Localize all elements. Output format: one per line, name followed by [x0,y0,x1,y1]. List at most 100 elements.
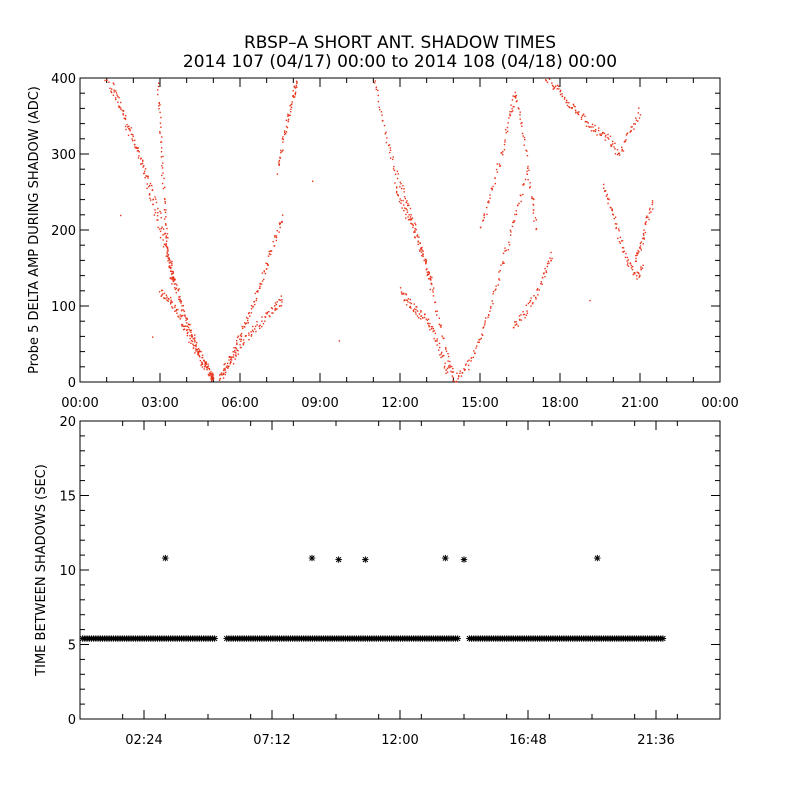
data-point [296,86,298,88]
x-tick-label: 02:24 [125,733,162,748]
data-point [385,131,387,134]
data-point [240,338,243,341]
data-point [172,272,174,274]
data-point [162,234,164,236]
data-point [635,257,637,260]
data-point [199,350,201,353]
data-point [409,207,412,210]
data-point [197,351,200,354]
y-tick-label: 200 [51,224,76,239]
data-point [152,336,154,338]
y-tick-label: 100 [51,300,76,315]
data-point [629,262,632,265]
data-point [210,380,213,382]
data-point [154,211,157,214]
data-point [466,360,469,362]
data-point [513,220,516,222]
data-point [439,354,441,356]
data-point [384,133,386,135]
data-point [279,156,281,159]
data-point [171,260,173,263]
data-point [510,104,512,106]
data-point [275,308,277,311]
data-point [224,363,226,365]
data-point [222,377,225,379]
data-point [416,315,419,317]
data-point [271,307,274,310]
data-point [409,302,411,304]
data-point [495,288,497,290]
data-point [505,249,507,252]
data-point [426,274,429,277]
data-point [575,112,577,114]
data-point [642,237,644,240]
data-point [234,354,237,356]
x-tick-label: 00:00 [701,396,738,411]
data-point [257,291,259,293]
data-point [210,378,213,380]
data-point [447,353,449,355]
data-point [534,217,537,219]
data-point [194,339,196,342]
data-point [174,310,176,312]
data-point [183,325,186,328]
data-point [237,353,239,355]
data-point [500,264,502,266]
data-point [596,134,598,136]
data-point [633,128,635,130]
data-point [572,103,575,106]
data-point [525,314,528,316]
data-point [496,171,499,173]
data-point [269,253,272,256]
data-point [191,334,193,336]
data-point [509,234,512,236]
data-point [168,265,170,268]
data-point [618,229,620,232]
data-point [158,102,160,105]
data-point [150,199,152,201]
data-point [650,211,652,213]
data-point [180,315,182,318]
data-point [287,120,290,123]
data-point [427,323,429,325]
data-point [507,249,510,251]
data-point [230,356,232,359]
data-point [394,173,397,175]
data-point [265,262,267,264]
data-point [274,234,276,237]
data-point [524,139,526,141]
data-point [495,168,498,171]
data-point [399,287,402,289]
data-point [261,280,264,282]
point-track [452,170,529,383]
data-point [622,247,625,249]
data-point [449,366,451,368]
data-point [438,342,441,345]
data-point [605,195,608,197]
data-point [402,185,404,187]
data-point [429,278,432,281]
data-point [649,207,651,210]
data-point [290,106,293,108]
plot-frame [79,77,721,383]
point-track [104,79,215,382]
data-point [183,328,186,330]
data-point [553,87,555,90]
point-track [512,251,553,329]
data-point [200,364,202,366]
data-point [162,187,165,190]
data-point [163,292,166,295]
data-point [160,216,162,219]
data-point [410,218,412,220]
data-point [545,271,548,274]
data-point [173,278,175,281]
data-point [410,218,413,221]
data-point [281,150,283,153]
data-point [594,129,597,131]
data-point [255,299,257,302]
data-point [410,222,412,225]
data-point [159,122,162,124]
data-point [452,371,455,373]
data-point [201,361,203,364]
data-point [380,111,383,113]
